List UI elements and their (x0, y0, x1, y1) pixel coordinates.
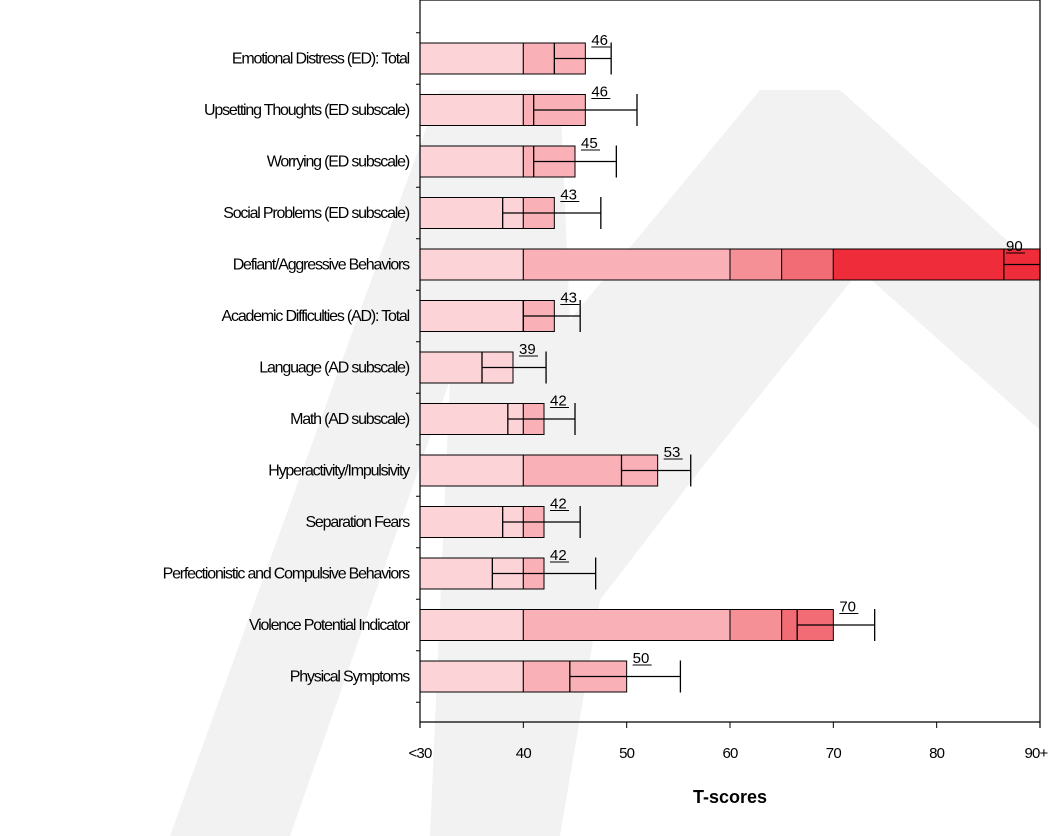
value-label: 42 (550, 393, 567, 410)
x-tick-label: 40 (516, 745, 532, 762)
category-labels: Emotional Distress (ED): Total Upsetting … (163, 51, 412, 686)
bar-segment (419, 145, 524, 178)
bar (419, 609, 834, 641)
value-label: 43 (560, 290, 577, 307)
error-bar (522, 300, 581, 332)
category-label: Math (AD subscale) (290, 411, 410, 428)
bar-segment (729, 248, 783, 281)
x-ticks: <30 40 50 60 70 80 90+ (408, 722, 1049, 762)
bar (419, 248, 1041, 281)
bars (419, 42, 1041, 693)
value-label: 39 (519, 341, 536, 358)
category-label: Hyperactivity/Impulsivity (268, 463, 410, 480)
x-tick-label: 80 (929, 745, 945, 762)
category-label: Academic Difficulties (AD): Total (222, 308, 410, 325)
value-label: 50 (633, 650, 650, 667)
value-label: 70 (839, 599, 856, 616)
bar-segment (419, 300, 524, 332)
bar-segment (419, 42, 524, 75)
x-tick-label: 60 (722, 745, 738, 762)
category-label: Worrying (ED subscale) (267, 154, 410, 171)
error-bar (502, 506, 581, 538)
x-tick-label: <30 (408, 745, 432, 762)
error-bars (481, 42, 1041, 693)
error-bar (481, 351, 547, 384)
bar-segment (419, 403, 524, 435)
value-label: 46 (591, 32, 608, 49)
x-tick-label: 50 (619, 745, 635, 762)
error-bar (569, 660, 682, 693)
bar-segment (419, 248, 524, 281)
value-label: 46 (591, 84, 608, 101)
category-label: Physical Symptoms (290, 669, 410, 686)
bar-segment (419, 660, 524, 693)
value-label: 42 (550, 547, 567, 564)
bar-segment (419, 609, 524, 641)
x-axis-title: T-scores (693, 787, 767, 807)
category-label: Separation Fears (305, 514, 410, 531)
error-bar (620, 454, 692, 487)
error-bar (491, 557, 597, 590)
error-bar (796, 609, 876, 641)
value-label: 53 (664, 444, 681, 461)
category-label: Social Problems (ED subscale) (223, 205, 410, 222)
x-tick-label: 70 (826, 745, 842, 762)
bar-segment (729, 609, 783, 641)
category-label: Emotional Distress (ED): Total (232, 51, 410, 68)
error-bar (533, 145, 617, 178)
category-label: Defiant/Aggressive Behaviors (233, 257, 410, 274)
value-label: 45 (581, 135, 598, 152)
x-tick-label: 90+ (1024, 745, 1048, 762)
error-bar (553, 42, 612, 75)
bar (419, 660, 628, 693)
bar-segment (419, 94, 524, 126)
bar (419, 454, 659, 487)
category-label: Language (AD subscale) (259, 360, 410, 377)
bar (419, 42, 586, 75)
bar-segment (419, 454, 524, 487)
error-bar (533, 94, 638, 126)
category-label: Upsetting Thoughts (ED subscale) (204, 102, 410, 119)
value-labels: 46 46 45 43 90 43 39 42 53 42 42 70 50 (519, 32, 1025, 667)
bar (419, 403, 545, 435)
bar-segment (522, 609, 731, 641)
category-label: Perfectionistic and Compulsive Behaviors (163, 566, 411, 583)
value-label: 42 (550, 496, 567, 513)
category-label: Violence Potential Indicator (249, 617, 411, 634)
error-bar (507, 403, 576, 435)
bar-segment (522, 248, 731, 281)
bar-segment (781, 248, 834, 281)
value-label: 90 (1006, 238, 1023, 255)
value-label: 43 (560, 187, 577, 204)
error-bar (502, 197, 602, 229)
